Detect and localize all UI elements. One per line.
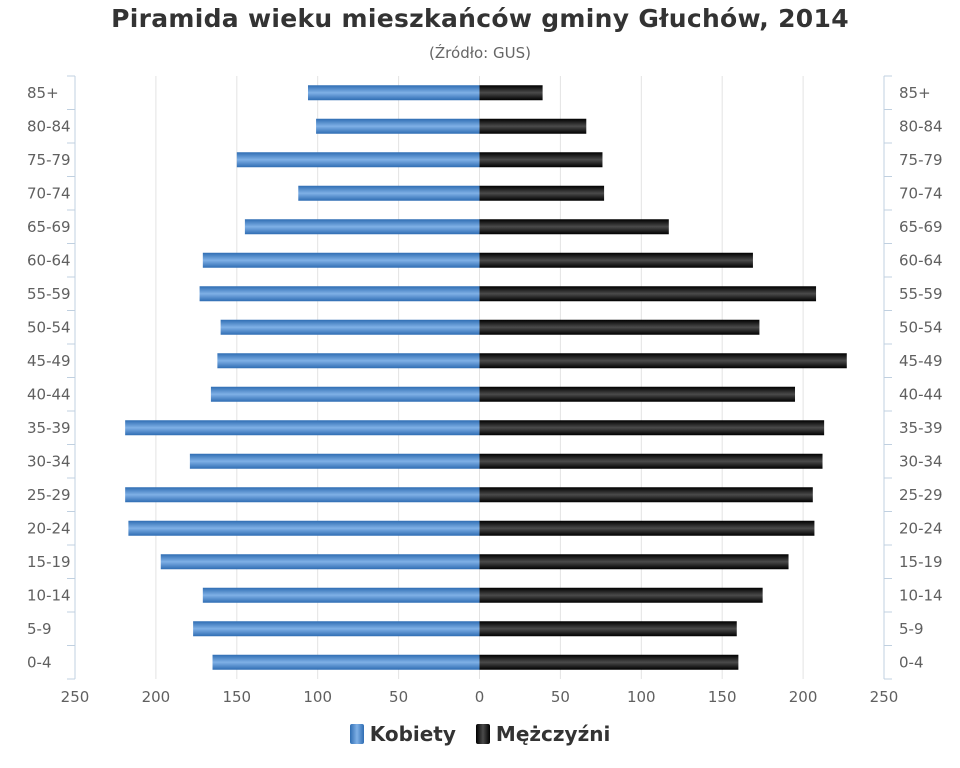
bar-mezczyzni	[479, 621, 737, 637]
bar-mezczyzni	[479, 386, 796, 402]
y-tick-label-left: 60-64	[27, 251, 71, 269]
bar-mezczyzni	[479, 520, 815, 536]
chart-title: Piramida wieku mieszkańców gminy Głuchów…	[111, 4, 849, 33]
legend-swatch-kobiety	[349, 724, 364, 744]
y-tick-label-left: 30-34	[27, 452, 71, 470]
bar-kobiety	[189, 453, 480, 469]
y-tick-label-left: 25-29	[27, 486, 71, 504]
axes: 250 200 150 100 50 0 50 100 150 200 250 85+ 85+ 80-84…	[27, 75, 943, 706]
bar-mezczyzni	[479, 487, 813, 503]
bar-mezczyzni	[479, 286, 817, 302]
y-tick-label-left: 75-79	[27, 151, 71, 169]
y-tick-label-left: 45-49	[27, 352, 71, 370]
legend-swatch-mezczyzni	[475, 724, 490, 744]
bar-kobiety	[125, 487, 480, 503]
bar-mezczyzni	[479, 654, 739, 670]
bar-kobiety	[202, 587, 480, 603]
y-tick-label-right: 5-9	[899, 620, 924, 638]
y-tick-label-left: 65-69	[27, 218, 71, 236]
bar-mezczyzni	[479, 152, 603, 168]
y-tick-label-right: 30-34	[899, 452, 943, 470]
bar-mezczyzni	[479, 85, 543, 101]
x-tick-label: 250	[61, 688, 90, 706]
x-tick-label: 150	[222, 688, 251, 706]
y-tick-label-right: 25-29	[899, 486, 943, 504]
grid-lines	[155, 76, 804, 679]
bars	[125, 85, 847, 670]
y-tick-label-right: 0-4	[899, 653, 924, 671]
x-tick-label: 250	[870, 688, 899, 706]
y-tick-label-left: 70-74	[27, 184, 71, 202]
y-tick-label-right: 85+	[899, 84, 931, 102]
x-tick-label: 150	[708, 688, 737, 706]
legend-item-kobiety[interactable]: Kobiety	[349, 722, 456, 746]
y-tick-label-right: 10-14	[899, 586, 943, 604]
legend-label-mezczyzni: Mężczyźni	[495, 722, 611, 746]
y-tick-label-left: 40-44	[27, 385, 71, 403]
bar-mezczyzni	[479, 219, 669, 235]
y-tick-label-left: 35-39	[27, 419, 71, 437]
bar-kobiety	[128, 520, 480, 536]
bar-mezczyzni	[479, 252, 753, 268]
y-tick-label-right: 80-84	[899, 117, 943, 135]
y-tick-label-left: 10-14	[27, 586, 71, 604]
y-tick-label-left: 0-4	[27, 653, 52, 671]
bar-mezczyzni	[479, 353, 847, 369]
chart-subtitle: (Źródło: GUS)	[429, 44, 531, 62]
y-tick-label-right: 60-64	[899, 251, 943, 269]
bar-mezczyzni	[479, 453, 823, 469]
y-tick-label-right: 20-24	[899, 519, 943, 537]
y-tick-label-left: 15-19	[27, 553, 71, 571]
x-tick-label: 200	[789, 688, 818, 706]
bar-mezczyzni	[479, 420, 825, 436]
bar-kobiety	[298, 185, 480, 201]
y-tick-label-left: 20-24	[27, 519, 71, 537]
x-tick-label: 0	[475, 688, 485, 706]
y-tick-label-right: 35-39	[899, 419, 943, 437]
x-tick-label: 200	[142, 688, 171, 706]
y-tick-label-right: 70-74	[899, 184, 943, 202]
bar-mezczyzni	[479, 319, 760, 335]
x-tick-label: 50	[551, 688, 570, 706]
bar-kobiety	[307, 85, 480, 101]
x-tick-label: 100	[303, 688, 332, 706]
bar-mezczyzni	[479, 587, 763, 603]
bar-kobiety	[236, 152, 480, 168]
bar-kobiety	[210, 386, 480, 402]
y-tick-label-left: 85+	[27, 84, 59, 102]
x-tick-label: 100	[627, 688, 656, 706]
legend-item-mezczyzni[interactable]: Mężczyźni	[475, 722, 611, 746]
y-tick-label-right: 65-69	[899, 218, 943, 236]
bar-mezczyzni	[479, 118, 587, 134]
bar-mezczyzni	[479, 554, 789, 570]
y-tick-label-right: 75-79	[899, 151, 943, 169]
y-tick-label-right: 55-59	[899, 285, 943, 303]
y-tick-label-left: 50-54	[27, 318, 71, 336]
y-tick-label-right: 45-49	[899, 352, 943, 370]
y-tick-label-left: 5-9	[27, 620, 52, 638]
bar-kobiety	[244, 219, 480, 235]
bar-kobiety	[212, 654, 480, 670]
x-tick-label: 50	[389, 688, 408, 706]
bar-kobiety	[125, 420, 480, 436]
y-tick-label-left: 80-84	[27, 117, 71, 135]
bar-kobiety	[193, 621, 480, 637]
legend[interactable]: Kobiety Mężczyźni	[0, 722, 960, 746]
y-tick-label-right: 40-44	[899, 385, 943, 403]
bar-mezczyzni	[479, 185, 605, 201]
bar-kobiety	[160, 554, 480, 570]
bar-kobiety	[202, 252, 480, 268]
y-tick-label-left: 55-59	[27, 285, 71, 303]
y-tick-label-right: 50-54	[899, 318, 943, 336]
bar-kobiety	[199, 286, 480, 302]
legend-label-kobiety: Kobiety	[369, 722, 456, 746]
bar-kobiety	[220, 319, 480, 335]
y-tick-label-right: 15-19	[899, 553, 943, 571]
bar-kobiety	[316, 118, 480, 134]
bar-kobiety	[217, 353, 480, 369]
